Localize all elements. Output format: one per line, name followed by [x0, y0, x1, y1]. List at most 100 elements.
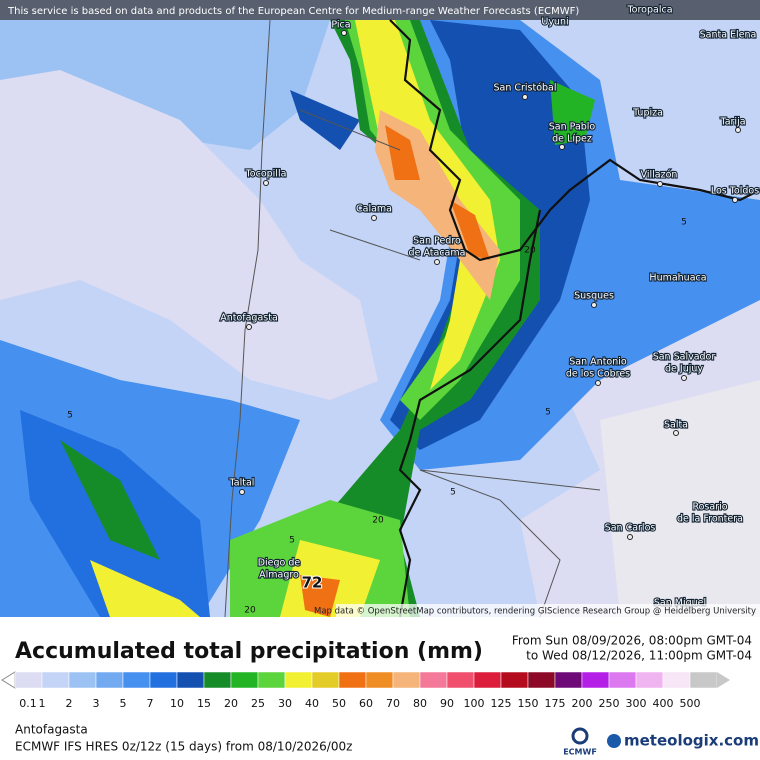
legend-tick-label: 50 — [332, 697, 346, 710]
city-label: Pica — [331, 20, 350, 31]
contour-label: 20 — [524, 246, 536, 256]
attribution: Map data © OpenStreetMap contributors, r… — [314, 607, 756, 617]
legend-swatch — [230, 671, 259, 689]
city-dot — [732, 197, 738, 203]
city-label: Almagro — [259, 570, 299, 581]
legend-tick-label: 40 — [305, 697, 319, 710]
legend-tick-label: 10 — [170, 697, 184, 710]
legend-swatch — [392, 671, 421, 689]
model: ECMWF IFS HRES 0z/12z (15 days) from 08/… — [15, 740, 352, 754]
city-dot — [263, 180, 269, 186]
city-dot — [735, 127, 741, 133]
city-dot — [522, 94, 528, 100]
city-label: de Atacama — [409, 248, 466, 259]
notice: This service is based on data and produc… — [7, 6, 579, 17]
contour-label: 5 — [450, 488, 456, 498]
legend-swatch — [149, 671, 178, 689]
legend-tick-label: 200 — [572, 697, 593, 710]
city-label: de Lípez — [552, 134, 592, 145]
city-label: Santa Elena — [700, 30, 757, 41]
legend-swatch — [473, 671, 502, 689]
city-label: Susques — [574, 291, 614, 302]
city-label: Los Toldos — [711, 186, 759, 197]
city-label: San Cristóbal — [493, 83, 556, 94]
city-dot — [657, 181, 663, 187]
period-from: From Sun 08/09/2026, 08:00pm GMT-04 — [512, 634, 752, 648]
legend-swatch — [257, 671, 286, 689]
city-label: Rosario — [692, 502, 727, 513]
legend-swatch — [662, 671, 691, 689]
legend-swatch — [311, 671, 340, 689]
city-label: Humahuaca — [649, 273, 706, 284]
legend-tick-label: 70 — [386, 697, 400, 710]
contour-label: 5 — [67, 411, 73, 421]
legend-tick-label: 7 — [147, 697, 154, 710]
legend-swatch — [284, 671, 313, 689]
legend-tick-label: 5 — [120, 697, 127, 710]
city-label: de la Frontera — [677, 514, 743, 525]
legend-swatch — [95, 671, 124, 689]
legend-tick-label: 100 — [464, 697, 485, 710]
legend-tick-label: 500 — [680, 697, 701, 710]
city-label: Toropalca — [626, 5, 672, 16]
legend-panel: Accumulated total precipitation (mm) Fro… — [1, 634, 759, 757]
city-dot — [239, 489, 245, 495]
city-label: Tocopilla — [245, 169, 287, 180]
period-to: to Wed 08/12/2026, 11:00pm GMT-04 — [526, 649, 752, 663]
contour-label: 5 — [681, 218, 687, 228]
legend-swatch — [419, 671, 448, 689]
legend-swatch — [176, 671, 205, 689]
city-label: Tarija — [719, 117, 745, 128]
city-label: Taltal — [229, 478, 255, 489]
legend-tick-label: 400 — [653, 697, 674, 710]
contour-label: 5 — [545, 408, 551, 418]
city-label: Salta — [664, 420, 688, 431]
city-label: Calama — [356, 204, 392, 215]
legend-tick-label: 15 — [197, 697, 211, 710]
legend-tick-label: 125 — [491, 697, 512, 710]
location: Antofagasta — [15, 723, 88, 737]
legend-tick-label: 0.1 — [19, 697, 37, 710]
legend-swatch — [635, 671, 664, 689]
legend-swatch — [203, 671, 232, 689]
legend-tick-label: 30 — [278, 697, 292, 710]
legend-tick-label: 2 — [66, 697, 73, 710]
legend-swatch — [446, 671, 475, 689]
map: This service is based on data and produc… — [0, 0, 760, 617]
legend-swatch — [500, 671, 529, 689]
legend-tick-label: 250 — [599, 697, 620, 710]
city-label: de Jujuy — [665, 364, 703, 375]
legend-tick-label: 1 — [39, 697, 46, 710]
legend-tick-label: 60 — [359, 697, 373, 710]
city-dot — [627, 534, 633, 540]
city-label: San Antonio — [569, 357, 627, 368]
city-dot — [341, 30, 347, 36]
city-label: Uyuni — [541, 17, 568, 28]
max-label: 72 — [302, 574, 323, 592]
city-label: Antofagasta — [220, 313, 278, 324]
legend-tick-label: 80 — [413, 697, 427, 710]
legend-tick-label: 25 — [251, 697, 265, 710]
city-label: San Pablo — [549, 122, 596, 133]
city-dot — [434, 259, 440, 265]
legend-tick-label: 175 — [545, 697, 566, 710]
legend-swatch — [338, 671, 367, 689]
legend-swatch — [122, 671, 151, 689]
legend-swatch — [689, 671, 718, 689]
legend-tick-label: 20 — [224, 697, 238, 710]
legend-tick-label: 90 — [440, 697, 454, 710]
legend-swatch — [527, 671, 556, 689]
ecmwf-logo: ECMWF — [563, 748, 597, 757]
city-dot — [591, 302, 597, 308]
brand: meteologix.com — [624, 732, 759, 750]
city-dot — [246, 324, 252, 330]
city-label: San Carlos — [605, 523, 656, 534]
city-dot — [681, 375, 687, 381]
city-dot — [559, 144, 565, 150]
legend-swatch — [554, 671, 583, 689]
legend-swatch — [41, 671, 70, 689]
contour-label: 20 — [372, 516, 384, 526]
city-label: Diego de — [258, 558, 301, 569]
city-label: San Pedro — [413, 236, 461, 247]
